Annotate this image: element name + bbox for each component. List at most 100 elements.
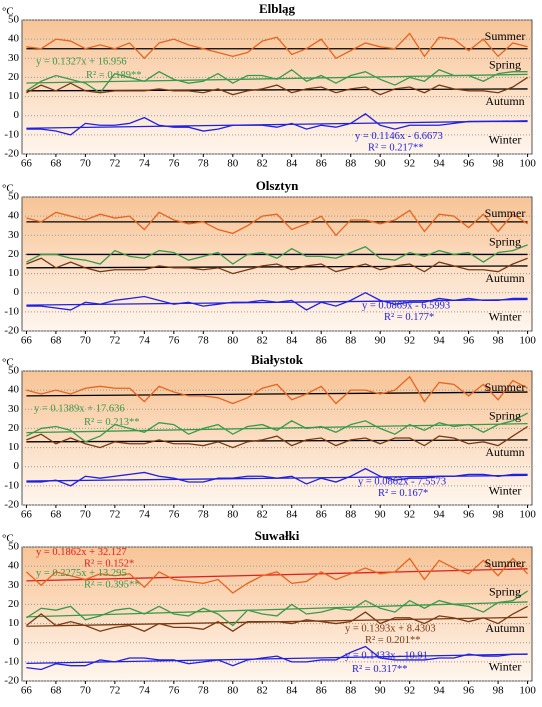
x-tick-label: 94	[434, 685, 446, 697]
y-tick-label: -10	[4, 655, 19, 667]
x-tick-label: 66	[21, 685, 33, 697]
y-tick-label: 0	[14, 109, 20, 121]
annotation: y = 0.0869x - 6.5993	[362, 301, 450, 312]
y-tick-label: 0	[14, 460, 20, 472]
x-tick-label: 98	[493, 685, 505, 697]
y-tick-label: 30	[8, 52, 20, 64]
x-tick-label: 70	[80, 685, 92, 697]
annotation: R² = 0.189**	[86, 70, 141, 81]
x-tick-label: 100	[519, 509, 536, 521]
annotation: y = 0.2275x + 13.295	[36, 568, 127, 579]
trend-line	[26, 601, 528, 618]
trend-line	[26, 120, 528, 129]
x-tick-label: 96	[463, 335, 475, 347]
series-label: Spring	[489, 58, 521, 72]
y-tick-label: -10	[4, 479, 19, 491]
x-tick-label: 66	[21, 335, 33, 347]
series-line	[26, 425, 528, 449]
x-tick-label: 70	[80, 158, 92, 170]
x-tick-label: 98	[493, 158, 505, 170]
series-label: Spring	[489, 235, 521, 249]
series-line	[25, 557, 529, 594]
y-axis-label: °C	[2, 6, 14, 18]
y-tick-label: -20	[4, 148, 19, 160]
x-tick-label: 100	[519, 158, 536, 170]
series-line	[26, 113, 528, 136]
x-tick-label: 94	[434, 158, 446, 170]
x-tick-label: 92	[404, 685, 415, 697]
series-label: Spring	[489, 585, 521, 599]
y-tick-label: 40	[8, 210, 20, 222]
y-axis-label: °C	[2, 357, 14, 369]
x-tick-label: 98	[493, 509, 505, 521]
y-tick-label: 20	[8, 422, 20, 434]
x-tick-label: 78	[198, 335, 210, 347]
series-label: Autumn	[485, 94, 524, 108]
trend-line	[26, 88, 528, 92]
annotation: y = 0.1393x + 8.4303	[345, 624, 436, 635]
x-tick-label: 78	[198, 685, 210, 697]
x-tick-label: 94	[434, 509, 446, 521]
y-tick-label: 50	[8, 365, 20, 377]
series-line	[26, 375, 528, 405]
series-label: Summer	[485, 556, 526, 570]
x-tick-label: 84	[286, 509, 298, 521]
series-label: Autumn	[485, 621, 524, 635]
x-tick-label: 80	[227, 509, 239, 521]
series-label: Winter	[489, 483, 522, 497]
annotation: R² = 0.167*	[378, 488, 428, 499]
x-tick-label: 76	[168, 335, 180, 347]
series-line	[26, 68, 528, 94]
y-tick-label: 30	[8, 579, 20, 591]
annotation: y = 0.1146x - 6.6673	[355, 131, 443, 142]
x-tick-label: 74	[139, 509, 151, 521]
x-tick-label: 82	[257, 158, 268, 170]
trend-line	[26, 391, 528, 397]
series-line	[26, 645, 528, 671]
y-tick-label: 10	[8, 90, 20, 102]
series-label: Summer	[485, 206, 526, 220]
y-tick-label: -10	[4, 305, 19, 317]
y-tick-label: 40	[8, 384, 20, 396]
x-tick-label: 86	[316, 158, 328, 170]
x-tick-label: 70	[80, 509, 92, 521]
annotation: R² = 0.217**	[368, 143, 423, 154]
x-tick-label: 82	[257, 335, 268, 347]
series-line	[26, 32, 528, 60]
chart-title: Suwałki	[255, 528, 300, 543]
series-label: Autumn	[485, 271, 524, 285]
y-tick-label: 10	[8, 441, 20, 453]
x-tick-label: 76	[168, 685, 180, 697]
x-tick-label: 68	[50, 685, 62, 697]
x-tick-label: 76	[168, 158, 180, 170]
x-tick-label: 80	[227, 685, 239, 697]
x-tick-label: 92	[404, 509, 415, 521]
series-line	[26, 291, 528, 311]
y-tick-label: -10	[4, 128, 19, 140]
y-tick-label: 20	[8, 248, 20, 260]
x-tick-label: 80	[227, 158, 239, 170]
x-tick-label: 90	[375, 509, 387, 521]
x-tick-label: 78	[198, 509, 210, 521]
annotation: R² = 0.201**	[365, 635, 420, 646]
x-tick-label: 96	[463, 158, 475, 170]
x-tick-label: 86	[316, 335, 328, 347]
x-tick-label: 72	[109, 685, 120, 697]
y-tick-label: 40	[8, 560, 20, 572]
series-line	[26, 590, 528, 627]
x-tick-label: 84	[286, 685, 298, 697]
annotation: y = 0.1327x + 16.956	[36, 57, 127, 68]
x-tick-label: 90	[375, 685, 387, 697]
series-line	[26, 209, 528, 237]
x-tick-label: 88	[345, 685, 357, 697]
y-tick-label: 30	[8, 403, 20, 415]
x-tick-label: 72	[109, 335, 120, 347]
series-line	[26, 605, 528, 633]
y-tick-label: 0	[14, 636, 20, 648]
y-tick-label: 10	[8, 617, 20, 629]
y-tick-label: 20	[8, 71, 20, 83]
x-tick-label: 66	[21, 509, 33, 521]
x-tick-label: 82	[257, 685, 268, 697]
x-tick-label: 68	[50, 335, 62, 347]
